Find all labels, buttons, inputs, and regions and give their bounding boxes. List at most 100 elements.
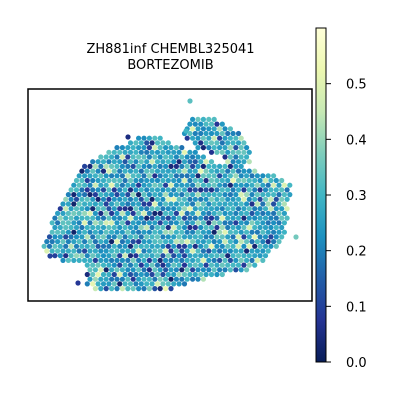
spot-point	[198, 243, 204, 249]
spot-point	[141, 286, 147, 292]
spot-point	[230, 130, 236, 137]
spot-point	[109, 201, 115, 207]
spot-point	[211, 173, 217, 179]
spot-point	[165, 215, 171, 221]
spot-point	[84, 234, 90, 240]
spot-point	[249, 220, 255, 226]
spot-point	[268, 206, 274, 212]
spot-point	[127, 262, 134, 268]
spot-point	[284, 187, 290, 193]
spot-point	[192, 159, 198, 165]
spot-point	[181, 215, 188, 221]
spot-point	[179, 257, 185, 263]
spot-point	[154, 262, 161, 268]
spot-point	[268, 224, 274, 231]
spot-point	[230, 187, 236, 193]
spot-point	[246, 168, 252, 174]
spot-point	[154, 140, 161, 146]
spot-point	[192, 215, 198, 221]
spot-point	[154, 187, 161, 193]
spot-point	[190, 173, 196, 179]
spot-point	[157, 135, 163, 141]
spot-point	[114, 182, 120, 188]
spot-point	[246, 224, 252, 231]
spot-point	[152, 239, 158, 245]
spot-point	[268, 215, 274, 221]
spot-point	[130, 182, 136, 188]
spot-point	[206, 116, 212, 122]
spot-point	[73, 243, 80, 249]
spot-point	[208, 234, 215, 240]
spot-point	[262, 196, 269, 202]
spot-point	[241, 262, 247, 268]
spot-point	[257, 177, 263, 184]
spot-point	[235, 253, 242, 259]
spot-point	[225, 177, 231, 184]
spot-point	[138, 159, 144, 165]
spot-point	[254, 210, 260, 216]
spot-point	[252, 243, 258, 249]
spot-point	[163, 163, 169, 169]
spot-point	[52, 215, 58, 221]
spot-point	[192, 271, 198, 278]
spot-point	[119, 276, 125, 282]
spot-point	[84, 215, 90, 221]
spot-point	[195, 248, 201, 254]
spot-point	[92, 276, 98, 282]
spot-point	[262, 215, 269, 221]
spot-point	[227, 182, 233, 188]
spot-point	[171, 215, 177, 221]
spot-point	[82, 201, 88, 207]
spot-point	[109, 192, 115, 198]
spot-point	[225, 206, 231, 212]
spot-point	[192, 262, 198, 268]
spot-point	[154, 243, 161, 249]
spot-point	[192, 177, 198, 184]
spot-point	[271, 201, 277, 207]
spot-point	[68, 196, 74, 202]
spot-point	[165, 253, 171, 259]
spot-point	[192, 187, 198, 193]
spot-point	[63, 253, 69, 259]
spot-point	[227, 192, 233, 198]
spot-point	[200, 201, 206, 207]
spot-point	[71, 257, 77, 263]
spot-point	[227, 210, 233, 216]
spot-point	[225, 243, 231, 249]
spot-point	[76, 182, 82, 188]
colorbar-ticks: 0.0 0.1 0.2 0.3 0.4 0.5	[326, 78, 367, 371]
colorbar-tick-label: 0.0	[346, 356, 367, 371]
spot-point	[244, 239, 250, 245]
spot-point	[195, 135, 201, 141]
spot-point	[219, 121, 225, 127]
spot-point	[138, 187, 144, 193]
spot-point	[146, 173, 152, 179]
spot-point	[60, 257, 66, 263]
spot-point	[144, 215, 150, 221]
spot-point	[176, 177, 182, 184]
spot-point	[219, 224, 225, 231]
spot-point	[233, 220, 239, 226]
spot-point	[76, 239, 82, 245]
spot-point	[136, 229, 142, 235]
spot-point	[271, 210, 277, 216]
spot-point	[273, 224, 279, 231]
spot-point	[208, 159, 215, 165]
spot-point	[179, 276, 185, 282]
spot-point	[87, 182, 93, 188]
spot-point	[87, 276, 93, 282]
spot-point	[233, 145, 239, 151]
spot-point	[190, 267, 196, 273]
spot-point	[252, 262, 258, 268]
spot-point	[181, 196, 188, 202]
spot-point	[211, 201, 217, 207]
spot-point	[152, 182, 158, 188]
spot-point	[181, 281, 188, 287]
spot-point	[103, 154, 109, 160]
spot-point	[133, 206, 139, 212]
spot-point	[138, 215, 144, 221]
spot-point	[227, 126, 233, 132]
spot-point	[179, 210, 185, 216]
spot-point	[233, 192, 239, 198]
spot-point	[149, 224, 155, 231]
